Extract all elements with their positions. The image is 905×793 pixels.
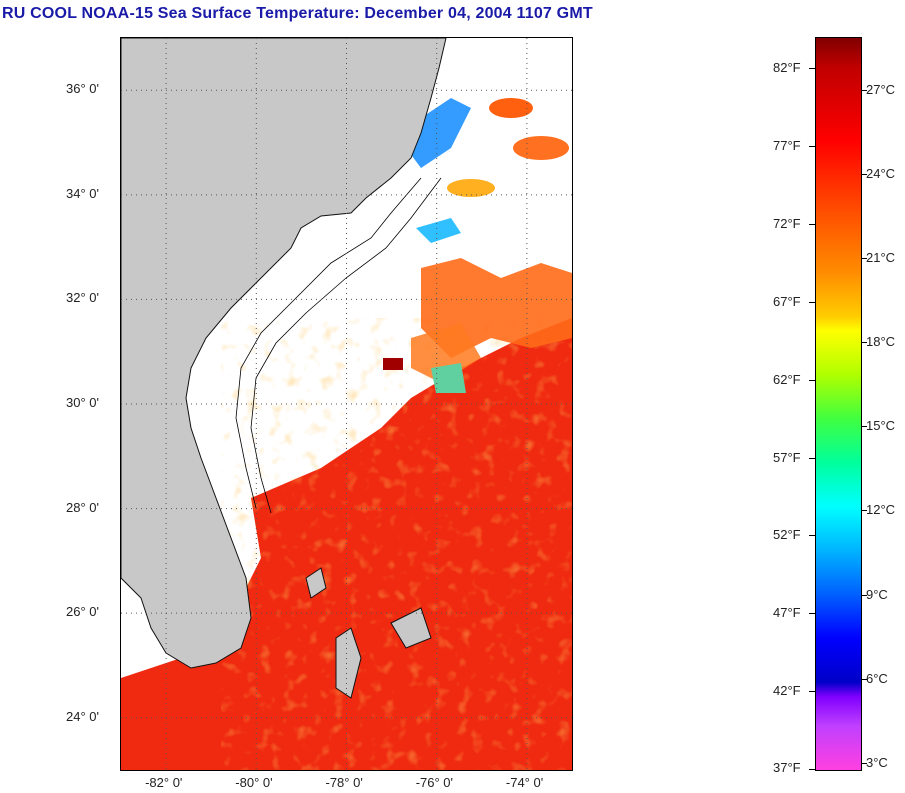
fahrenheit-label: 72°F	[773, 215, 801, 231]
fahrenheit-tick	[809, 613, 815, 615]
temperature-colorbar	[815, 37, 862, 771]
land-southeast-us	[121, 38, 447, 669]
celsius-tick	[861, 89, 867, 91]
lat-label: 24° 0'	[66, 708, 99, 724]
fahrenheit-tick	[809, 146, 815, 148]
fahrenheit-label: 57°F	[773, 449, 801, 465]
fahrenheit-label: 77°F	[773, 138, 801, 154]
celsius-tick	[861, 594, 867, 596]
celsius-tick	[861, 342, 867, 344]
fahrenheit-tick	[809, 68, 815, 70]
patch-ne	[489, 98, 533, 118]
celsius-tick	[861, 678, 867, 680]
cold-patch	[416, 218, 461, 243]
celsius-tick	[861, 174, 867, 176]
offshore-patch-mid	[411, 323, 481, 383]
fahrenheit-tick	[809, 535, 815, 537]
lat-label: 36° 0'	[66, 81, 99, 97]
sst-map	[120, 37, 573, 771]
lat-label: 30° 0'	[66, 395, 99, 410]
fahrenheit-label: 52°F	[773, 527, 801, 543]
lon-label: -78° 0'	[325, 775, 363, 790]
celsius-tick	[861, 510, 867, 512]
celsius-label: 21°C	[866, 250, 896, 266]
lat-label: 28° 0'	[66, 499, 99, 515]
patch-ne2	[513, 136, 569, 160]
fahrenheit-label: 67°F	[773, 293, 801, 309]
lat-label: 34° 0'	[66, 185, 99, 201]
sst-texture	[221, 318, 572, 770]
fahrenheit-label: 37°F	[773, 760, 801, 775]
fahrenheit-tick	[809, 301, 815, 303]
cool-patch	[431, 363, 466, 393]
celsius-label: 9°C	[866, 586, 888, 602]
celsius-label: 12°C	[866, 502, 896, 518]
celsius-label: 3°C	[866, 754, 888, 770]
patch-ne3	[447, 179, 495, 197]
celsius-label: 27°C	[866, 81, 896, 97]
sst-map-canvas	[121, 38, 572, 770]
fahrenheit-tick	[809, 691, 815, 693]
lat-label: 26° 0'	[66, 604, 99, 620]
graticule	[121, 38, 572, 770]
celsius-label: 24°C	[866, 166, 896, 182]
celsius-label: 18°C	[866, 334, 896, 350]
fahrenheit-label: 42°F	[773, 683, 801, 699]
fahrenheit-label: 62°F	[773, 371, 801, 387]
fahrenheit-tick	[809, 379, 815, 381]
lon-label: -82° 0'	[145, 775, 183, 790]
contour-120ft	[235, 177, 422, 509]
fahrenheit-label: 82°F	[773, 60, 801, 76]
lat-label: 32° 0'	[66, 290, 99, 306]
fahrenheit-tick	[809, 223, 815, 225]
fahrenheit-tick	[809, 769, 815, 770]
celsius-label: 15°C	[866, 418, 896, 434]
cold-coastal-water	[406, 98, 471, 168]
lon-label: -74° 0'	[505, 775, 544, 790]
lon-label: -80° 0'	[235, 775, 273, 790]
fahrenheit-tick	[809, 457, 815, 459]
celsius-tick	[861, 258, 867, 260]
celsius-tick	[861, 762, 867, 764]
celsius-tick	[861, 426, 867, 428]
lon-label: -76° 0'	[415, 775, 453, 790]
map-title: RU COOL NOAA-15 Sea Surface Temperature:…	[2, 5, 593, 22]
fahrenheit-label: 47°F	[773, 605, 801, 621]
hot-spot	[383, 358, 403, 370]
celsius-label: 6°C	[866, 670, 888, 686]
